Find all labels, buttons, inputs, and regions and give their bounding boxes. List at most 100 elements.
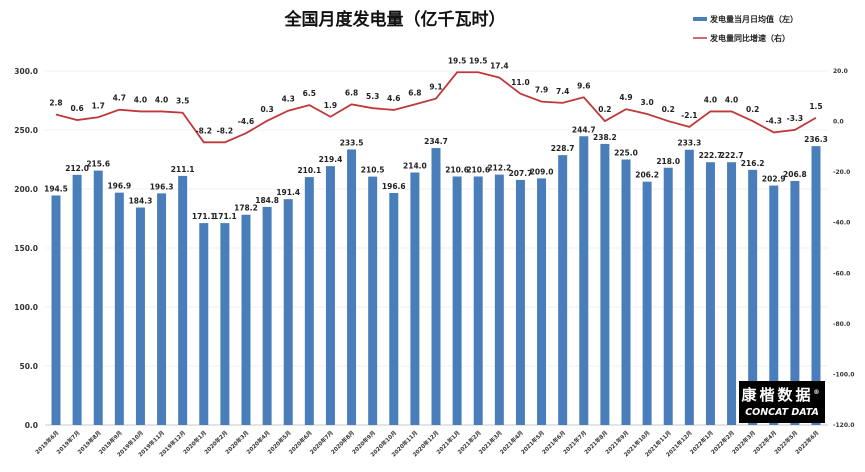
bar [114, 192, 124, 425]
bar-value-label: 212.2 [487, 164, 511, 173]
bar-value-label: 206.8 [783, 170, 807, 179]
bar-value-label: 215.6 [86, 160, 110, 169]
bar-value-label: 196.3 [150, 182, 174, 191]
right-tick-label: 20.0 [833, 68, 848, 75]
line-value-label: -8.2 [217, 126, 233, 135]
bar [494, 174, 504, 425]
bar-value-label: 219.4 [319, 155, 343, 164]
right-tick-label: -100.0 [833, 371, 854, 378]
bar-value-label: 194.5 [44, 184, 68, 193]
bar [558, 155, 568, 425]
bar-value-label: 228.7 [551, 144, 575, 153]
bar-value-label: 207.7 [509, 169, 533, 178]
bar-value-label: 196.6 [382, 182, 406, 191]
bar-value-label: 210.6 [466, 165, 490, 174]
legend: 发电量当月日均值（左） 发电量同比增速（右） [693, 14, 798, 43]
bar-value-label: 218.0 [656, 157, 680, 166]
logo: 康楷数据® CONCAT DATA [739, 381, 825, 423]
line-value-label: -4.6 [238, 117, 254, 126]
line-value-label: -2.1 [681, 111, 697, 120]
bar [157, 193, 167, 425]
right-tick-label: -20.0 [833, 169, 850, 176]
line-value-label: 6.5 [303, 89, 316, 98]
bar [283, 199, 293, 425]
bar-value-label: 225.0 [614, 149, 638, 158]
bar [748, 169, 758, 425]
bar [452, 176, 462, 425]
line-value-label: 19.5 [469, 56, 488, 65]
line-value-label: 4.6 [387, 94, 400, 103]
bar [135, 207, 145, 425]
bar [368, 176, 378, 425]
bar [473, 176, 483, 425]
bar [600, 143, 610, 425]
line-value-label: 5.3 [366, 92, 379, 101]
bar [642, 181, 652, 425]
line-value-label: 6.8 [408, 88, 421, 97]
line-value-label: 17.4 [490, 62, 509, 71]
bar-value-label: 222.7 [720, 151, 744, 160]
right-tick-label: -60.0 [833, 270, 850, 277]
line-value-label: 7.9 [535, 86, 548, 95]
bar [705, 162, 715, 426]
bar [51, 195, 61, 425]
bar [262, 206, 272, 425]
line-value-label: -3.3 [787, 114, 803, 123]
legend-line-label: 发电量同比增速（右） [709, 33, 790, 43]
chart-title: 全国月度发电量（亿千瓦时） [284, 9, 506, 30]
bar-value-label: 184.8 [255, 196, 279, 205]
bar [663, 167, 673, 425]
bar-value-label: 233.5 [340, 138, 364, 147]
line-value-label: 19.5 [448, 56, 467, 65]
bar-value-label: 209.0 [530, 167, 554, 176]
line-value-label: 9.1 [429, 83, 442, 92]
bar [304, 177, 314, 425]
line-value-label: 0.6 [70, 104, 83, 113]
left-tick-label: 200.0 [14, 185, 38, 194]
left-tick-label: 250.0 [14, 126, 38, 135]
bar-value-label: 234.7 [424, 137, 448, 146]
bar [790, 180, 800, 425]
line-value-label: 6.8 [345, 88, 358, 97]
bar [220, 223, 230, 425]
bar [410, 172, 420, 425]
bar [579, 136, 589, 425]
line-value-label: 3.5 [176, 97, 189, 106]
line-value-label: 0.2 [746, 105, 759, 114]
bar [811, 146, 821, 425]
bar [199, 223, 209, 425]
line-value-label: 4.0 [704, 95, 717, 104]
line-value-label: 4.9 [619, 93, 632, 102]
bar-value-label: 210.5 [361, 166, 385, 175]
line-value-label: 0.2 [598, 105, 611, 114]
left-tick-label: 50.0 [19, 362, 38, 371]
bar-value-label: 222.7 [699, 151, 723, 160]
bar [621, 159, 631, 425]
legend-bar-swatch [693, 17, 707, 21]
bar-value-label: 206.2 [635, 171, 659, 180]
line-value-label: 9.6 [577, 81, 590, 90]
bar-value-label: 216.2 [741, 159, 765, 168]
bar-value-label: 244.7 [572, 125, 596, 134]
line-value-label: 7.4 [556, 87, 569, 96]
line-value-label: 11.0 [511, 78, 530, 87]
line-value-label: 1.5 [809, 102, 822, 111]
legend-bar-label: 发电量当月日均值（左） [709, 14, 798, 24]
bar-value-label: 184.3 [129, 197, 153, 206]
line-value-label: 4.3 [282, 95, 295, 104]
line-value-label: 0.3 [260, 105, 273, 114]
bar-value-label: 191.4 [276, 188, 300, 197]
line-value-label: 0.2 [662, 105, 675, 114]
bar-value-label: 171.1 [213, 212, 237, 221]
bar [684, 149, 694, 425]
line-value-label: 4.7 [113, 94, 126, 103]
line-value-label: 4.0 [134, 95, 147, 104]
left-tick-label: 100.0 [14, 303, 38, 312]
bar-value-label: 214.0 [403, 161, 427, 170]
bar [769, 185, 779, 425]
bar-value-label: 178.2 [234, 204, 258, 213]
bar [515, 179, 525, 425]
right-tick-label: -40.0 [833, 220, 850, 227]
left-tick-label: 0.0 [25, 421, 38, 430]
